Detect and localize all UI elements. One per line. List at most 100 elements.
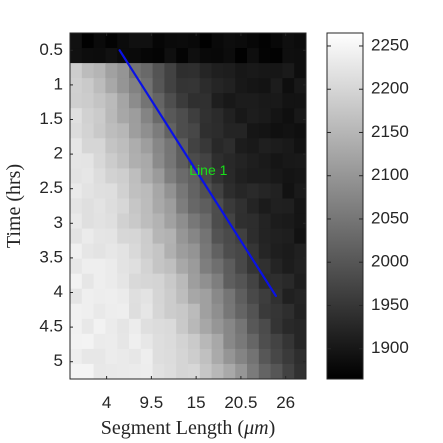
heatmap-cell <box>282 363 295 379</box>
heatmap-cell <box>129 288 142 305</box>
heatmap-cell <box>140 168 154 185</box>
heatmap-cell <box>235 93 248 109</box>
heatmap-cell <box>117 123 130 139</box>
heatmap-cell <box>258 363 272 379</box>
heatmap-cell <box>164 33 177 49</box>
heatmap-cell <box>294 183 306 200</box>
heatmap-cell <box>235 168 248 185</box>
heatmap-cell <box>199 138 213 154</box>
y-tick-label: 2 <box>54 144 63 163</box>
heatmap-cell <box>211 213 224 230</box>
heatmap-cell <box>199 123 213 139</box>
heatmap-cell <box>81 198 95 215</box>
heatmap-cell <box>258 93 272 109</box>
heatmap-cell <box>258 78 272 94</box>
heatmap-cell <box>258 63 272 79</box>
heatmap-cell <box>117 198 130 215</box>
heatmap-cell <box>223 363 236 379</box>
heatmap-cell <box>93 93 106 109</box>
heatmap-cell <box>235 273 248 290</box>
heatmap-cell <box>70 333 83 350</box>
heatmap-cell <box>247 303 260 320</box>
heatmap-cell <box>117 183 130 200</box>
heatmap-cell <box>258 123 272 139</box>
heatmap-cell <box>70 138 83 154</box>
heatmap-cell <box>235 153 248 169</box>
heatmap-cell <box>93 288 106 305</box>
heatmap-cell <box>247 348 260 365</box>
heatmap-cell <box>223 78 236 94</box>
heatmap-cell <box>270 48 283 64</box>
heatmap-cell <box>294 333 306 350</box>
heatmap-cell <box>294 243 306 260</box>
heatmap-cell <box>282 198 295 215</box>
heatmap-cell <box>270 258 283 275</box>
heatmap-cell <box>258 348 272 365</box>
annotation-line-1[interactable] <box>118 49 277 298</box>
heatmap-cell <box>129 303 142 320</box>
heatmap-cell <box>81 153 95 169</box>
heatmap-cell <box>105 33 118 49</box>
heatmap-cell <box>105 333 118 350</box>
heatmap-cell <box>223 303 236 320</box>
heatmap-cell <box>247 198 260 215</box>
heatmap-cell <box>188 243 201 260</box>
heatmap-cell <box>270 318 283 335</box>
heatmap-cell <box>117 213 130 230</box>
heatmap-cell <box>164 93 177 109</box>
heatmap-cell <box>164 198 177 215</box>
heatmap-cell <box>81 138 95 154</box>
heatmap-cell <box>282 123 295 139</box>
heatmap-cell <box>270 228 283 245</box>
heatmap-cell <box>105 153 118 169</box>
heatmap-cell <box>211 273 224 290</box>
heatmap-cell <box>199 93 213 109</box>
heatmap-cell <box>211 48 224 64</box>
heatmap-cell <box>105 228 118 245</box>
heatmap-cell <box>93 63 106 79</box>
heatmap-cell <box>105 168 118 185</box>
heatmap-cell <box>152 93 165 109</box>
heatmap-cell <box>199 183 213 200</box>
heatmap-cell <box>129 138 142 154</box>
heatmap-cell <box>270 273 283 290</box>
heatmap-cell <box>70 153 83 169</box>
heatmap-cell <box>270 33 283 49</box>
heatmap-cell <box>129 168 142 185</box>
heatmap-cell <box>188 138 201 154</box>
heatmap-cell <box>140 33 154 49</box>
heatmap-cell <box>93 48 106 64</box>
heatmap-cell <box>140 318 154 335</box>
heatmap-cell <box>152 288 165 305</box>
heatmap-cell <box>270 78 283 94</box>
heatmap-cell <box>235 33 248 49</box>
heatmap-cell <box>81 78 95 94</box>
heatmap-cell <box>282 228 295 245</box>
heatmap-cell <box>176 213 189 230</box>
heatmap-cell <box>258 258 272 275</box>
heatmap-cell <box>140 348 154 365</box>
heatmap-cell <box>70 123 83 139</box>
heatmap-cell <box>105 348 118 365</box>
heatmap-cell <box>164 348 177 365</box>
heatmap-cell <box>188 258 201 275</box>
heatmap-cell <box>199 153 213 169</box>
heatmap-cell <box>105 288 118 305</box>
heatmap-cell <box>188 153 201 169</box>
heatmap-cell <box>235 348 248 365</box>
heatmap-cell <box>258 243 272 260</box>
heatmap-cell <box>93 198 106 215</box>
heatmap-cell <box>176 183 189 200</box>
heatmap-cell <box>176 93 189 109</box>
heatmap-cell <box>270 153 283 169</box>
y-tick-label: 4 <box>54 282 63 301</box>
heatmap-cell <box>199 243 213 260</box>
heatmap-cell <box>223 138 236 154</box>
heatmap-cell <box>93 333 106 350</box>
heatmap-cell <box>282 153 295 169</box>
heatmap-cell <box>294 198 306 215</box>
heatmap-cell <box>117 138 130 154</box>
heatmap-cell <box>164 183 177 200</box>
heatmap-cell <box>188 228 201 245</box>
heatmap-cell <box>152 213 165 230</box>
